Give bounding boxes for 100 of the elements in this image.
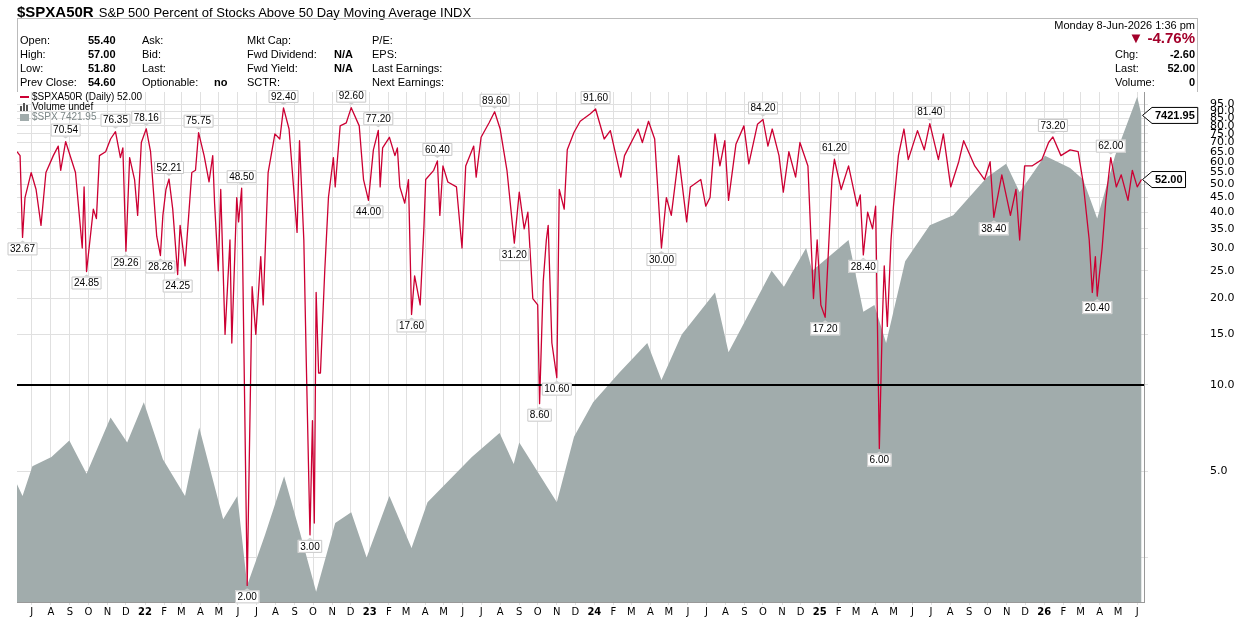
x-tick-label: M <box>177 605 186 617</box>
data-label: 92.40 <box>271 90 297 102</box>
x-tick-label: D <box>346 605 355 617</box>
x-tick-label: A <box>421 605 429 617</box>
annotation: 7421.95 <box>1155 108 1195 121</box>
text: Bid: <box>142 48 161 61</box>
data-label: 76.35 <box>102 114 129 126</box>
x-tick-label: M <box>626 605 636 617</box>
x-tick-label: 25 <box>812 605 827 617</box>
data-label: 73.20 <box>1040 119 1066 131</box>
x-tick-label: N <box>328 605 336 617</box>
x-tick-label: M <box>214 605 224 617</box>
y-tick-label: 15.0 <box>1210 327 1235 341</box>
x-tick-label: S <box>66 605 74 617</box>
x-tick-label: M <box>664 605 674 617</box>
x-tick-label: 24 <box>587 605 602 617</box>
x-tick-label: A <box>272 605 280 617</box>
x-tick-label: N <box>778 605 786 617</box>
y-tick-label: 35.0 <box>1210 221 1235 235</box>
data-label: 78.16 <box>133 111 160 123</box>
x-tick-label: D <box>571 605 580 617</box>
x-tick-label: O <box>759 605 768 617</box>
x-tick-label: J <box>685 605 690 617</box>
data-label: 92.60 <box>338 90 365 102</box>
data-label: 28.40 <box>850 260 877 272</box>
data-label: 48.50 <box>229 170 255 182</box>
text: Open: 55.40 <box>20 34 116 46</box>
data-label: 70.54 <box>53 124 79 136</box>
x-tick-label: 23 <box>362 605 377 617</box>
x-tick-label: O <box>533 605 542 617</box>
text: High: 57.00 <box>20 48 116 60</box>
x-tick-label: M <box>439 605 448 617</box>
text: Monday 8-Jun-2026 1:36 pm <box>1054 19 1195 32</box>
data-label: 8.60 <box>529 409 550 421</box>
data-label: 3.00 <box>300 540 321 552</box>
data-label: 52.00 <box>1155 173 1183 186</box>
x-tick-label: A <box>646 605 654 617</box>
data-label: 84.20 <box>750 102 776 114</box>
x-tick-label: A <box>1096 605 1104 617</box>
x-tick-label: A <box>871 605 879 617</box>
x-tick-label: N <box>103 605 112 617</box>
y-tick-label: 10.0 <box>1210 377 1235 391</box>
x-tick-label: A <box>946 605 954 617</box>
data-label: 89.60 <box>482 94 508 106</box>
y-tick-label: 55.0 <box>1210 165 1235 179</box>
text: Last Earnings: <box>372 62 443 75</box>
data-label: 81.40 <box>917 106 943 118</box>
x-tick-label: F <box>1060 605 1067 617</box>
chart-subtitle: S&P 500 Percent of Stocks Above 50 Day Moving Average INDX <box>98 5 472 20</box>
x-tick-label: M <box>889 605 898 617</box>
y-tick-label: 5.0 <box>1210 464 1228 478</box>
x-tick-label: J <box>29 605 34 617</box>
text: Chg: -2.60 <box>1115 48 1195 60</box>
data-label: 10.60 <box>544 383 570 395</box>
x-tick-label: D <box>122 605 131 617</box>
text: Volume: 0 <box>1115 76 1195 88</box>
text: EPS: <box>372 48 398 61</box>
x-tick-label: J <box>235 605 240 617</box>
data-label: 17.60 <box>399 320 425 332</box>
data-label: 32.67 <box>10 243 36 255</box>
x-tick-label: J <box>1134 605 1139 617</box>
x-tick-label: A <box>47 605 55 617</box>
x-tick-label: D <box>796 605 805 617</box>
text: Prev Close: 54.60 <box>20 76 116 89</box>
data-label: 61.20 <box>821 141 848 153</box>
x-tick-label: S <box>291 605 298 617</box>
x-tick-label: 22 <box>138 605 153 617</box>
x-tick-label: A <box>197 605 204 617</box>
x-tick-label: J <box>928 605 933 617</box>
text: SCTR: <box>247 76 280 89</box>
text: Last: <box>142 62 166 75</box>
data-label: 20.40 <box>1084 301 1111 313</box>
data-label: 62.00 <box>1098 140 1124 152</box>
x-tick-label: M <box>1113 605 1123 617</box>
data-label: 24.25 <box>165 280 191 292</box>
data-label: 30.00 <box>648 253 675 265</box>
text: Last: 52.00 <box>1115 62 1195 74</box>
x-tick-label: J <box>460 605 465 617</box>
data-label: 77.20 <box>365 113 392 125</box>
x-tick-label: A <box>496 605 504 617</box>
x-tick-label: F <box>385 605 392 617</box>
y-tick-label: 25.0 <box>1210 263 1235 277</box>
x-tick-label: F <box>161 605 168 617</box>
x-tick-label: S <box>516 605 523 617</box>
y-tick-label: 50.0 <box>1210 177 1235 191</box>
text: Ask: <box>142 34 164 47</box>
text: Fwd Yield: N/A <box>247 62 353 74</box>
x-tick-label: J <box>478 605 483 617</box>
x-tick-label: D <box>1021 605 1030 617</box>
x-tick-label: M <box>851 605 861 617</box>
x-tick-label: O <box>84 605 93 617</box>
data-label: 75.75 <box>186 115 212 127</box>
data-label: 31.20 <box>501 248 528 260</box>
data-label: 29.26 <box>113 256 139 268</box>
x-tick-label: O <box>309 605 318 617</box>
x-tick-label: J <box>703 605 708 617</box>
text: P/E: <box>372 34 393 47</box>
data-label: 60.40 <box>424 143 451 155</box>
data-label: 17.20 <box>812 323 839 335</box>
text: Fwd Dividend: N/A <box>247 48 353 60</box>
